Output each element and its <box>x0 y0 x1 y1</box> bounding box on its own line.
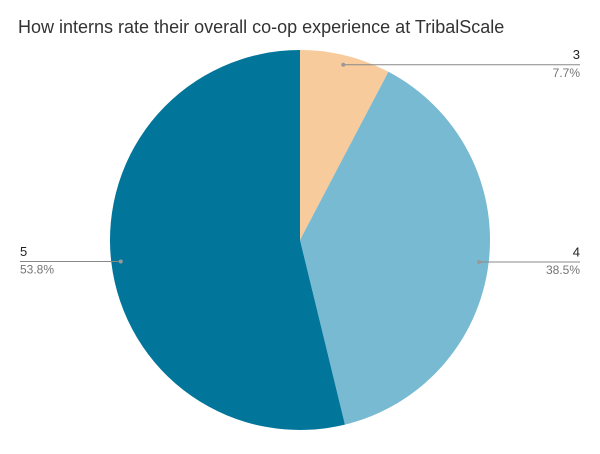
pie-slice <box>300 50 389 240</box>
leader-dot <box>341 62 346 67</box>
leader-dot <box>118 259 123 264</box>
chart-title: How interns rate their overall co-op exp… <box>18 17 504 37</box>
slice-label: 3 <box>573 47 580 62</box>
leader-dot <box>477 260 482 265</box>
pie-slice <box>300 71 490 425</box>
slice-value-label: 38.5% <box>546 263 580 277</box>
slice-value-label: 53.8% <box>20 263 54 277</box>
slice-label: 4 <box>573 244 580 259</box>
slice-label: 5 <box>20 244 27 259</box>
slice-value-label: 7.7% <box>553 66 581 80</box>
pie-slice <box>110 50 345 430</box>
